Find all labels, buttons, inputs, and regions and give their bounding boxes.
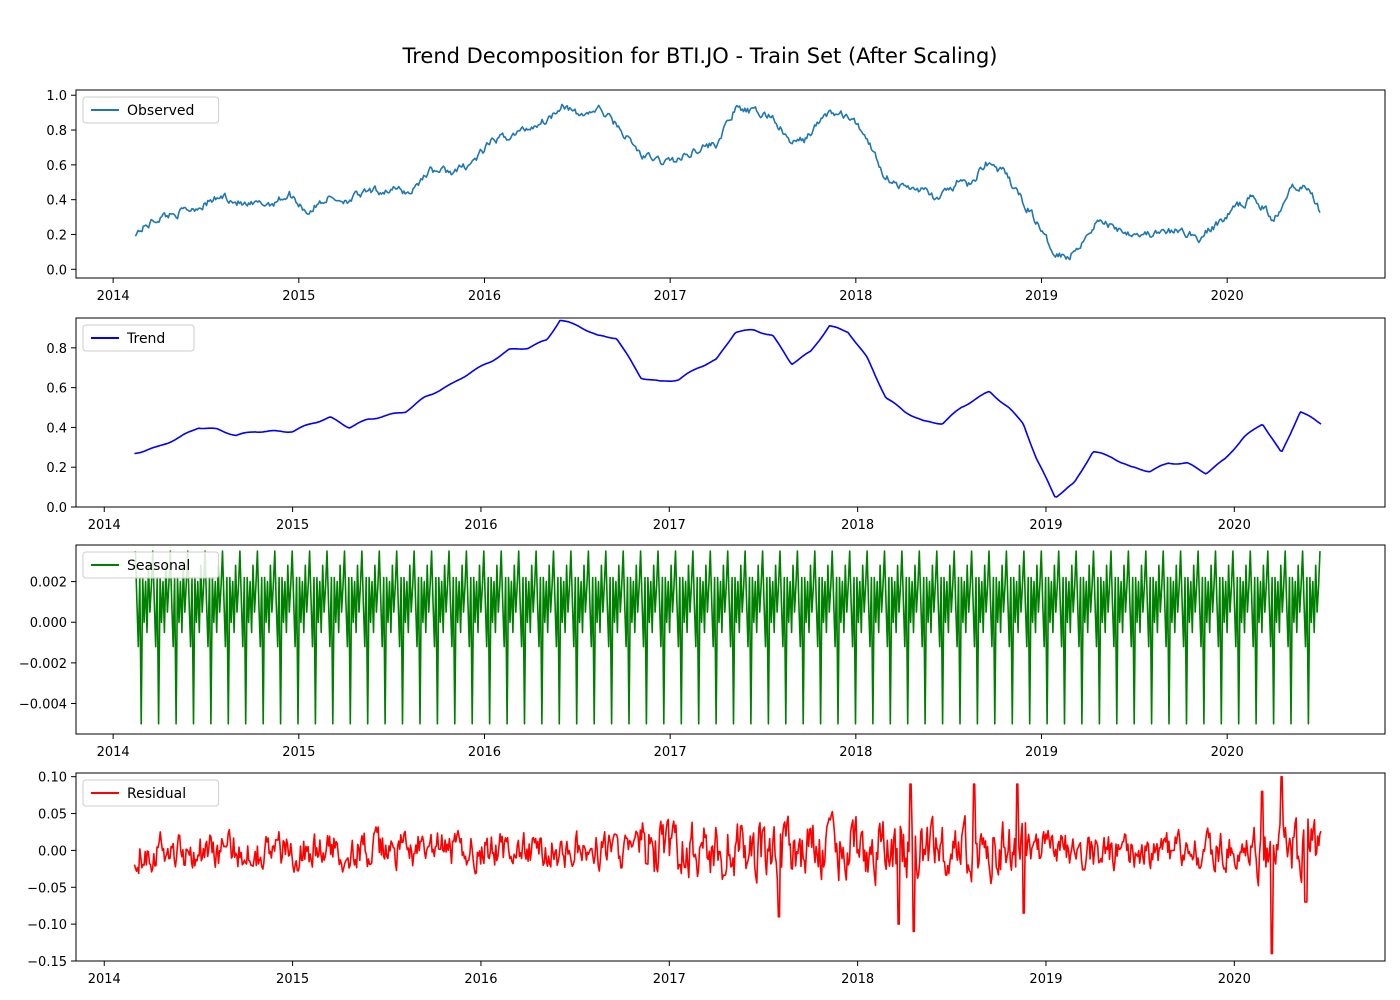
residual-x-tick-label: 2015 (276, 972, 309, 987)
trend-y-tick-label: 0.4 (46, 421, 67, 436)
trend-series-line (134, 319, 1322, 498)
residual-y-tick-label: −0.10 (27, 918, 67, 933)
residual-y-tick-label: 0.05 (38, 808, 67, 823)
seasonal-legend-box (82, 551, 220, 579)
residual-x-tick-label: 2017 (653, 972, 686, 987)
seasonal-x-tick-label: 2019 (1025, 745, 1058, 760)
residual-legend-label: Residual (127, 786, 186, 802)
observed-y-tick-label: 0.8 (46, 124, 67, 139)
observed-y-tick-label: 0.6 (46, 159, 67, 174)
trend-y-tick-label: 0.8 (46, 342, 67, 357)
seasonal-x-tick-label: 2020 (1211, 745, 1244, 760)
observed-legend-label: Observed (127, 103, 194, 119)
seasonal-y-tick-label: 0.002 (30, 576, 67, 591)
observed-y-tick-label: 0.0 (46, 263, 67, 278)
residual-x-tick-label: 2019 (1029, 972, 1062, 987)
observed-x-tick-label: 2015 (282, 289, 315, 304)
seasonal-y-tick-label: −0.002 (19, 657, 67, 672)
observed-y-tick-label: 0.2 (46, 228, 67, 243)
trend-panel: 2014 2015 2016 2017 2018 2019 2020 0.0 0.2 0.4 0.6… (46, 317, 1386, 533)
residual-series-line (133, 775, 1322, 955)
trend-x-tick-label: 2019 (1029, 518, 1062, 533)
residual-x-tick-label: 2020 (1218, 972, 1251, 987)
trend-x-tick-label: 2015 (276, 518, 309, 533)
seasonal-x-tick-label: 2018 (839, 745, 872, 760)
observed-panel: 2014 2015 2016 2017 2018 2019 2020 0.0 0.2 0.4 0.6… (46, 89, 1386, 304)
seasonal-x-tick-label: 2014 (97, 745, 130, 760)
seasonal-legend-label: Seasonal (127, 558, 190, 574)
trend-legend-box (82, 324, 195, 352)
trend-legend-label: Trend (126, 331, 165, 347)
trend-x-tick-label: 2017 (653, 518, 686, 533)
observed-x-tick-label: 2017 (654, 289, 687, 304)
observed-y-tick-label: 1.0 (46, 89, 67, 104)
residual-x-tick-label: 2018 (841, 972, 874, 987)
seasonal-x-tick-label: 2015 (282, 745, 315, 760)
trend-x-tick-label: 2016 (464, 518, 497, 533)
residual-x-tick-label: 2016 (464, 972, 497, 987)
trend-y-tick-label: 0.2 (46, 461, 67, 476)
seasonal-y-tick-label: 0.000 (30, 616, 67, 631)
observed-x-tick-label: 2018 (839, 289, 872, 304)
residual-x-tick-label: 2014 (88, 972, 121, 987)
seasonal-series-line (134, 550, 1321, 725)
observed-series-line (134, 103, 1321, 261)
trend-axes-frame (75, 317, 1386, 508)
seasonal-x-tick-label: 2016 (468, 745, 501, 760)
observed-legend-box (82, 96, 220, 124)
seasonal-x-tick-label: 2017 (654, 745, 687, 760)
chart-title: Trend Decomposition for BTI.JO - Train S… (402, 44, 998, 68)
trend-x-tick-label: 2014 (88, 518, 121, 533)
trend-y-tick-label: 0.0 (46, 501, 67, 516)
residual-y-tick-label: 0.10 (38, 771, 67, 786)
observed-x-tick-label: 2019 (1025, 289, 1058, 304)
residual-legend-box (82, 779, 220, 807)
residual-panel: 2014 2015 2016 2017 2018 2019 2020 −0.15 −0.10 −0… (27, 771, 1386, 987)
seasonal-panel: 2014 2015 2016 2017 2018 2019 2020 −0.004 0.002 0… (19, 544, 1386, 760)
observed-y-tick-label: 0.4 (46, 194, 67, 209)
trend-y-tick-label: 0.6 (46, 382, 67, 397)
seasonal-y-tick-label: −0.004 (19, 698, 67, 713)
observed-x-tick-label: 2014 (97, 289, 130, 304)
observed-x-tick-label: 2020 (1211, 289, 1244, 304)
trend-x-tick-label: 2018 (841, 518, 874, 533)
observed-x-tick-label: 2016 (468, 289, 501, 304)
trend-x-tick-label: 2020 (1218, 518, 1251, 533)
residual-y-tick-label: 0.00 (38, 844, 67, 859)
observed-axes-frame (75, 89, 1386, 279)
residual-y-tick-label: −0.15 (27, 955, 67, 970)
residual-y-tick-label: −0.05 (27, 881, 67, 896)
